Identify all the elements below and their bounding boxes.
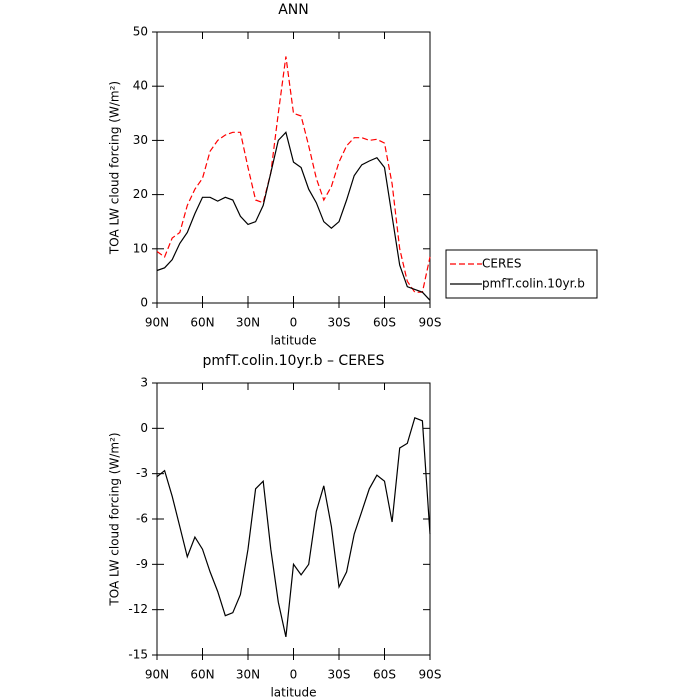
x-tick-label: 90N [145,668,169,682]
y-tick-label: 0 [140,296,148,310]
y-tick-label: -9 [136,557,148,571]
y-tick-label: 20 [133,187,148,201]
x-tick-label: 60N [190,316,214,330]
legend-label: pmfT.colin.10yr.b [482,277,585,291]
y-tick-label: -3 [136,466,148,480]
x-axis-label: latitude [270,334,316,348]
y-axis-label: TOA LW cloud forcing (W/m²) [108,81,122,255]
x-tick-label: 60S [373,316,396,330]
y-tick-label: 40 [133,79,148,93]
x-tick-label: 30N [236,668,260,682]
x-tick-label: 0 [290,316,298,330]
y-tick-label: 10 [133,241,148,255]
data-line [156,131,431,301]
legend-box [445,249,598,299]
plot-frame [156,382,431,656]
x-tick-label: 0 [290,668,298,682]
y-tick-label: -6 [136,512,148,526]
x-tick-label: 90S [419,668,442,682]
x-tick-label: 90N [145,316,169,330]
data-line [156,56,431,293]
y-tick-label: 3 [140,376,148,390]
y-tick-label: 30 [133,133,148,147]
y-tick-label: -12 [128,602,148,616]
y-tick-label: 50 [133,25,148,39]
y-tick-label: 0 [140,421,148,435]
y-axis-label: TOA LW cloud forcing (W/m²) [108,432,122,606]
legend-label: CERES [482,257,522,271]
chart-title: pmfT.colin.10yr.b – CERES [202,353,384,369]
x-tick-label: 60S [373,668,396,682]
y-tick-label: -15 [128,648,148,662]
data-line [156,417,431,638]
x-tick-label: 90S [419,316,442,330]
x-axis-label: latitude [270,686,316,700]
x-tick-label: 60N [190,668,214,682]
x-tick-label: 30N [236,316,260,330]
x-tick-label: 30S [328,316,351,330]
chart-title: ANN [278,2,309,18]
x-tick-label: 30S [328,668,351,682]
